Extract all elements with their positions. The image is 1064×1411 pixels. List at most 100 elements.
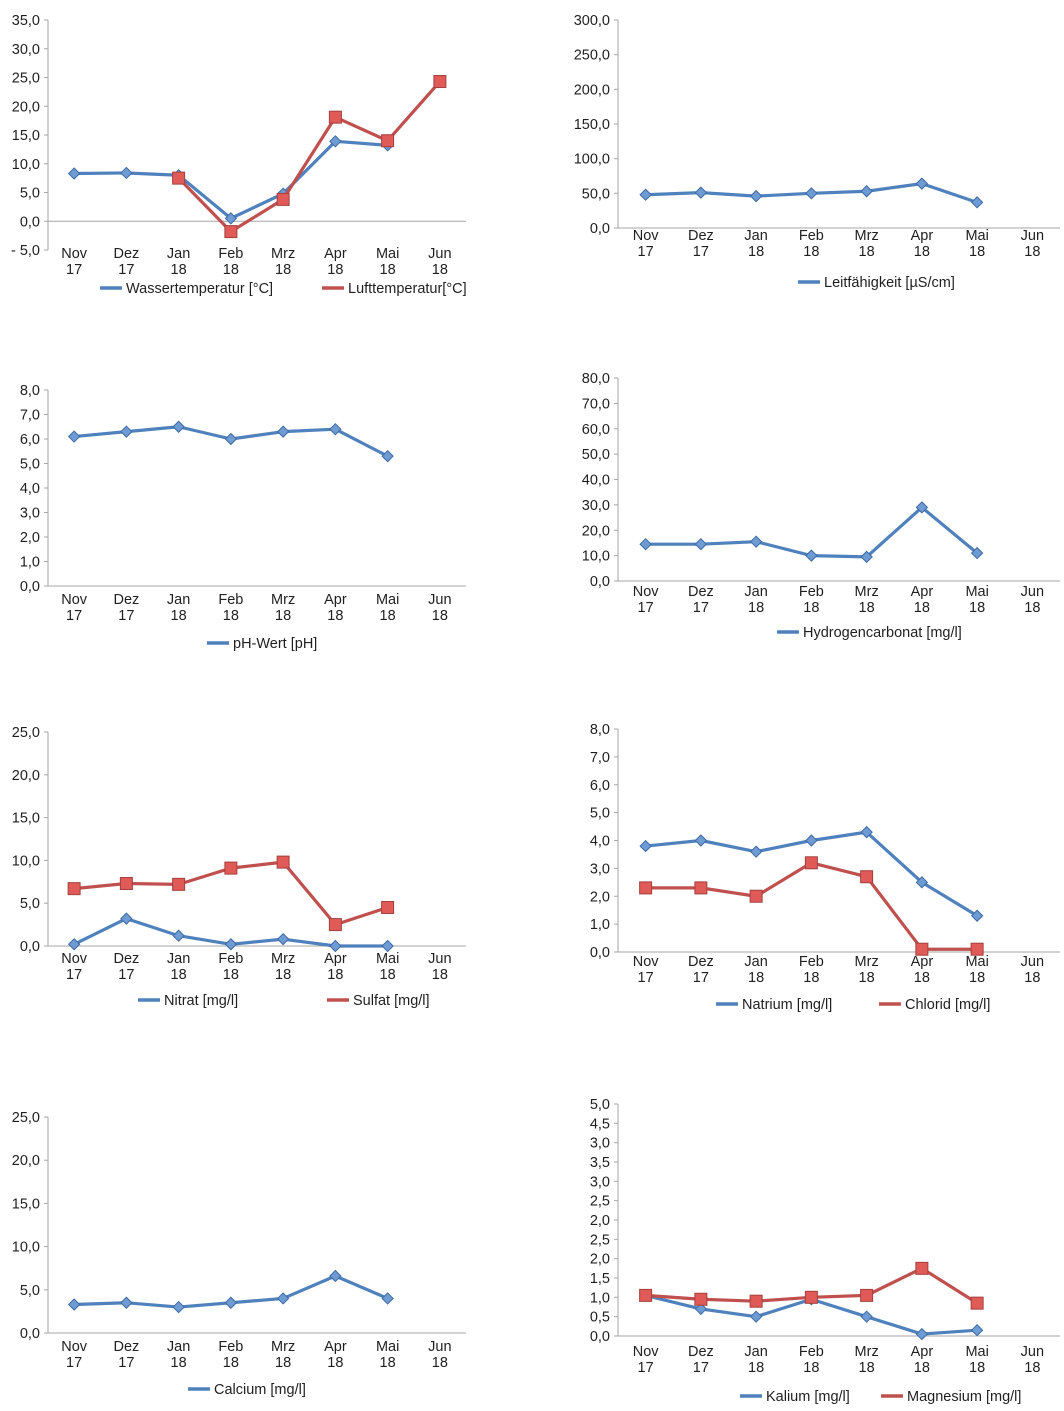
- x-tick-label: Jan 18: [167, 246, 190, 278]
- y-tick-label: 150,0: [574, 117, 610, 133]
- data-point-marker: [172, 171, 186, 185]
- x-tick-label: Jun 18: [1021, 584, 1044, 616]
- y-tick-label: 1,5: [590, 1271, 610, 1287]
- y-tick-label: 6,0: [20, 432, 40, 448]
- y-tick-label: 50,0: [582, 186, 610, 202]
- y-tick-label: 1,0: [590, 917, 610, 933]
- data-point-marker: [172, 929, 185, 942]
- x-tick-label: Jan 18: [167, 951, 190, 983]
- y-tick-label: 10,0: [12, 157, 40, 173]
- x-tick-label: Feb 18: [218, 592, 243, 624]
- x-tick-label: Mrz 18: [855, 228, 879, 260]
- data-point-marker: [276, 932, 290, 946]
- data-point-marker: [915, 501, 929, 514]
- chart-water-air-temperature: - 5,0 0,0 5,0 10,0 15,0 20,0 25,0 30,0 35,0 Nov 17…: [11, 13, 467, 297]
- y-tick-label: 2,0: [590, 889, 610, 905]
- series-line: [74, 139, 388, 220]
- y-tick-label: 25,0: [12, 71, 40, 87]
- x-tick-label: Dez 17: [113, 592, 139, 624]
- data-point-marker: [805, 187, 818, 200]
- data-point-marker: [860, 825, 873, 839]
- x-tick-label: Jan 18: [744, 954, 767, 986]
- data-point-marker: [67, 938, 81, 951]
- x-tick-label: Mrz 18: [855, 954, 879, 986]
- y-tick-label: 10,0: [12, 853, 40, 869]
- y-tick-label: 30,0: [12, 42, 40, 58]
- data-point-marker: [970, 909, 984, 922]
- data-point-marker: [329, 422, 342, 436]
- x-tick-label: Jun 18: [1021, 228, 1044, 260]
- x-tick-label: Mrz 18: [271, 246, 295, 278]
- x-tick-label: Jun 18: [428, 1339, 451, 1371]
- data-point-marker: [381, 449, 394, 463]
- x-tick-label: Mai 18: [376, 1339, 399, 1371]
- x-tick-label: Jan 18: [744, 228, 767, 260]
- y-tick-label: 0,5: [590, 1310, 610, 1326]
- y-tick-label: 35,0: [12, 13, 40, 29]
- legend-label: Calcium [mg/l]: [214, 1382, 306, 1398]
- y-tick-label: 5,0: [20, 1283, 40, 1299]
- y-tick-label: 0,0: [20, 939, 40, 955]
- x-tick-label: Nov 17: [633, 228, 660, 260]
- y-tick-label: 4,5: [590, 1116, 610, 1132]
- x-tick-label: Apr 18: [911, 1344, 934, 1376]
- x-tick-label: Mai 18: [376, 951, 399, 983]
- data-point-marker: [276, 425, 290, 438]
- chart-potassium-magnesium: 0,0 0,5 1,0 1,5 2,0 2,5 2,0 2,5 3,0 3,5 3,0 4,5 5,0 N…: [590, 1097, 1060, 1405]
- chart-ph-value: 0,0 1,0 2,0 3,0 4,0 5,0 6,0 7,0 8,0 Nov 17 Dez 17 Jan…: [20, 383, 466, 652]
- x-tick-label: Feb 18: [218, 246, 243, 278]
- y-tick-label: 0,0: [590, 221, 610, 237]
- x-tick-label: Nov 17: [61, 246, 88, 278]
- legend-label: Natrium [mg/l]: [742, 997, 832, 1013]
- data-point-marker: [381, 1292, 394, 1305]
- data-point-marker: [694, 1302, 708, 1316]
- y-tick-label: 300,0: [574, 13, 610, 29]
- y-tick-label: 10,0: [12, 1240, 40, 1256]
- data-point-marker: [172, 877, 186, 891]
- x-tick-label: Mrz 18: [271, 951, 295, 983]
- data-point-marker: [749, 889, 763, 903]
- x-tick-label: Nov 17: [633, 954, 660, 986]
- data-point-marker: [381, 900, 395, 914]
- data-point-marker: [224, 1296, 238, 1309]
- y-tick-label: 4,0: [20, 481, 40, 497]
- x-tick-label: Dez 17: [688, 1344, 714, 1376]
- y-tick-label: 3,0: [590, 1136, 610, 1152]
- y-tick-label: 25,0: [12, 725, 40, 741]
- data-point-marker: [694, 186, 708, 199]
- y-tick-label: 8,0: [590, 722, 610, 738]
- data-point-marker: [805, 549, 818, 562]
- x-tick-label: Jun 18: [428, 592, 451, 624]
- y-tick-label: 3,5: [590, 1155, 610, 1171]
- y-tick-label: 15,0: [12, 1196, 40, 1212]
- data-point-marker: [276, 192, 290, 206]
- y-tick-label: 20,0: [12, 99, 40, 115]
- y-tick-label: 250,0: [574, 48, 610, 64]
- data-point-marker: [172, 1300, 185, 1314]
- data-point-marker: [915, 876, 929, 889]
- data-point-marker: [749, 1294, 763, 1308]
- data-point-marker: [915, 1327, 929, 1341]
- y-tick-label: 1,0: [590, 1290, 610, 1306]
- data-point-marker: [224, 212, 238, 225]
- x-tick-label: Apr 18: [911, 228, 934, 260]
- data-point-marker: [276, 855, 290, 869]
- x-tick-label: Jun 18: [428, 951, 451, 983]
- y-tick-label: - 5,0: [11, 243, 40, 259]
- series-line: [177, 80, 442, 234]
- chart-calcium: 0,0 5,0 10,0 15,0 20,0 25,0 Nov 17 Dez 17 Jan 18 Feb…: [12, 1110, 466, 1398]
- x-tick-label: Feb 18: [799, 228, 824, 260]
- legend-label: Nitrat [mg/l]: [164, 993, 238, 1009]
- data-point-marker: [805, 834, 818, 847]
- legend-label: Wassertemperatur [°C]: [126, 281, 273, 297]
- data-point-marker: [381, 939, 394, 953]
- data-point-marker: [329, 1269, 342, 1283]
- data-point-marker: [915, 1261, 929, 1275]
- x-tick-label: Mrz 18: [855, 584, 879, 616]
- x-tick-label: Nov 17: [61, 1339, 88, 1371]
- data-point-marker: [860, 185, 873, 198]
- y-tick-label: 80,0: [582, 371, 610, 387]
- y-tick-label: 30,0: [582, 498, 610, 514]
- y-tick-label: 20,0: [582, 523, 610, 539]
- y-tick-label: 100,0: [574, 152, 610, 168]
